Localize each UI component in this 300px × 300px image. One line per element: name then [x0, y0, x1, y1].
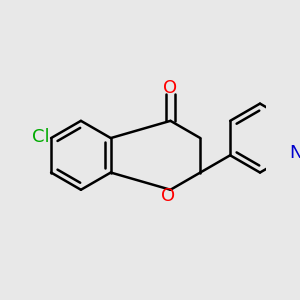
Text: N: N — [290, 144, 300, 162]
Text: O: O — [164, 79, 178, 97]
Text: O: O — [161, 188, 175, 206]
Text: Cl: Cl — [32, 128, 49, 146]
